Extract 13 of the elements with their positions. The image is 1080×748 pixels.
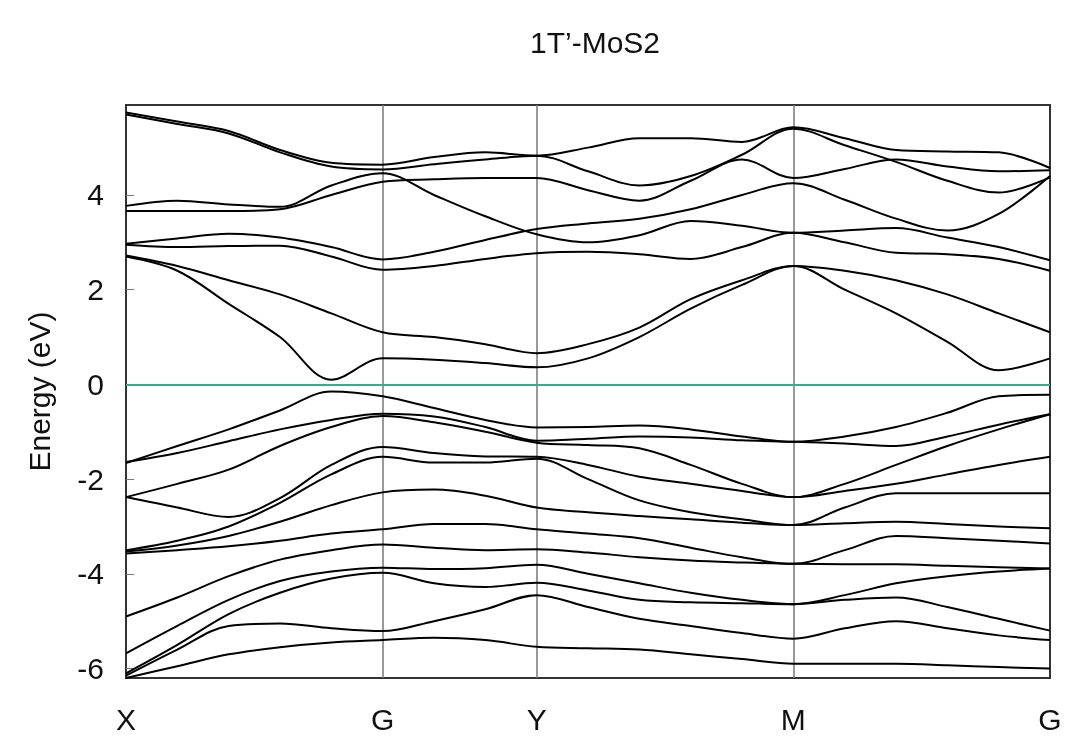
y-tick-label: 4 bbox=[87, 178, 104, 212]
y-tick-label: -4 bbox=[77, 557, 104, 591]
x-tick-label: G bbox=[370, 702, 395, 736]
y-tick-label: -6 bbox=[77, 652, 104, 686]
x-tick-label: Y bbox=[526, 702, 547, 736]
x-tick-label: G bbox=[1038, 702, 1062, 736]
y-tick-label: 0 bbox=[87, 367, 104, 401]
x-tick-label: X bbox=[115, 702, 137, 736]
x-tick-label: M bbox=[780, 702, 806, 736]
y-axis-title: Energy (eV) bbox=[22, 311, 56, 472]
y-tick-label: 2 bbox=[87, 273, 104, 307]
y-tick-label: -2 bbox=[77, 462, 104, 496]
chart-title: 1T’-MoS2 bbox=[529, 25, 661, 59]
